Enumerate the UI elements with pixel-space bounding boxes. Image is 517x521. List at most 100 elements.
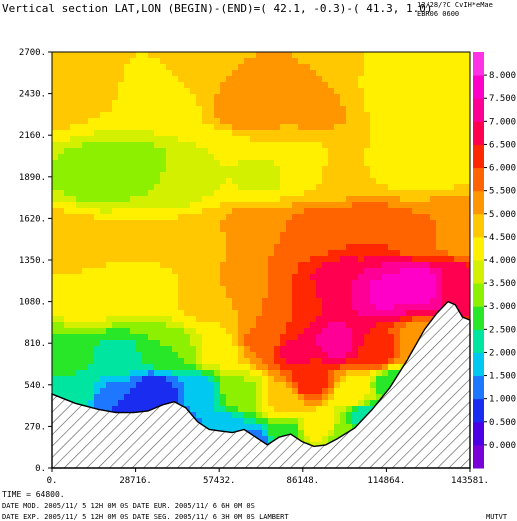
heatmap-cell xyxy=(112,262,119,269)
heatmap-cell xyxy=(196,214,203,221)
heatmap-cell xyxy=(466,208,470,215)
heatmap-cell xyxy=(394,274,401,281)
heatmap-cell xyxy=(298,358,305,365)
heatmap-cell xyxy=(382,316,389,323)
heatmap-cell xyxy=(400,64,407,71)
heatmap-cell xyxy=(196,94,203,101)
heatmap-cell xyxy=(430,136,437,143)
heatmap-cell xyxy=(250,106,257,113)
heatmap-cell xyxy=(286,112,293,119)
heatmap-cell xyxy=(394,184,401,191)
heatmap-cell xyxy=(376,250,383,257)
heatmap-cell xyxy=(316,364,323,371)
heatmap-cell xyxy=(220,220,227,227)
heatmap-cell xyxy=(316,64,323,71)
heatmap-cell xyxy=(202,100,209,107)
heatmap-cell xyxy=(232,136,239,143)
heatmap-cell xyxy=(298,76,305,83)
heatmap-cell xyxy=(316,436,323,443)
heatmap-cell xyxy=(166,346,173,353)
heatmap-cell xyxy=(250,316,257,323)
heatmap-cell xyxy=(280,316,287,323)
heatmap-cell xyxy=(226,70,233,77)
heatmap-cell xyxy=(358,334,365,341)
heatmap-cell xyxy=(310,328,317,335)
heatmap-cell xyxy=(256,70,263,77)
heatmap-cell xyxy=(418,160,425,167)
heatmap-cell xyxy=(52,304,59,311)
heatmap-cell xyxy=(250,262,257,269)
heatmap-cell xyxy=(238,304,245,311)
heatmap-cell xyxy=(406,160,413,167)
heatmap-cell xyxy=(376,262,383,269)
heatmap-cell xyxy=(406,304,413,311)
heatmap-cell xyxy=(460,250,467,257)
heatmap-cell xyxy=(106,52,113,59)
heatmap-cell xyxy=(100,100,107,107)
heatmap-cell xyxy=(136,88,143,95)
heatmap-cell xyxy=(76,94,83,101)
heatmap-cell xyxy=(250,118,257,125)
heatmap-cell xyxy=(166,124,173,131)
heatmap-cell xyxy=(76,388,83,395)
heatmap-cell xyxy=(286,424,293,431)
heatmap-cell xyxy=(436,280,443,287)
heatmap-cell xyxy=(214,310,221,317)
heatmap-cell xyxy=(166,118,173,125)
heatmap-cell xyxy=(406,208,413,215)
heatmap-cell xyxy=(322,82,329,89)
heatmap-cell xyxy=(112,88,119,95)
heatmap-cell xyxy=(166,388,173,395)
heatmap-cell xyxy=(82,154,89,161)
heatmap-cell xyxy=(154,88,161,95)
heatmap-cell xyxy=(304,124,311,131)
heatmap-cell xyxy=(172,382,179,389)
heatmap-cell xyxy=(412,244,419,251)
heatmap-cell xyxy=(364,124,371,131)
heatmap-cell xyxy=(130,130,137,137)
heatmap-cell xyxy=(112,298,119,305)
heatmap-cell xyxy=(328,244,335,251)
heatmap-cell xyxy=(64,340,71,347)
heatmap-cell xyxy=(250,274,257,281)
heatmap-cell xyxy=(142,394,149,401)
heatmap-cell xyxy=(220,226,227,233)
heatmap-cell xyxy=(262,334,269,341)
heatmap-cell xyxy=(130,286,137,293)
heatmap-cell xyxy=(106,262,113,269)
heatmap-cell xyxy=(334,154,341,161)
heatmap-cell xyxy=(466,196,470,203)
heatmap-cell xyxy=(466,118,470,125)
heatmap-cell xyxy=(226,298,233,305)
heatmap-cell xyxy=(142,352,149,359)
heatmap-cell xyxy=(376,274,383,281)
heatmap-cell xyxy=(94,70,101,77)
heatmap-cell xyxy=(118,394,125,401)
heatmap-cell xyxy=(118,196,125,203)
heatmap-cell xyxy=(178,328,185,335)
heatmap-cell xyxy=(436,106,443,113)
heatmap-cell xyxy=(256,280,263,287)
heatmap-cell xyxy=(76,382,83,389)
heatmap-cell xyxy=(226,214,233,221)
heatmap-cell xyxy=(316,250,323,257)
heatmap-cell xyxy=(232,178,239,185)
heatmap-cell xyxy=(316,100,323,107)
heatmap-cell xyxy=(442,262,449,269)
heatmap-cell xyxy=(100,184,107,191)
heatmap-cell xyxy=(436,166,443,173)
heatmap-cell xyxy=(364,328,371,335)
heatmap-cell xyxy=(94,376,101,383)
heatmap-cell xyxy=(328,358,335,365)
heatmap-cell xyxy=(82,358,89,365)
heatmap-cell xyxy=(244,304,251,311)
heatmap-cell xyxy=(400,106,407,113)
heatmap-cell xyxy=(352,376,359,383)
heatmap-cell xyxy=(76,52,83,59)
heatmap-cell xyxy=(424,226,431,233)
heatmap-cell xyxy=(376,76,383,83)
heatmap-cell xyxy=(310,256,317,263)
heatmap-cell xyxy=(172,106,179,113)
heatmap-cell xyxy=(346,262,353,269)
heatmap-cell xyxy=(304,298,311,305)
